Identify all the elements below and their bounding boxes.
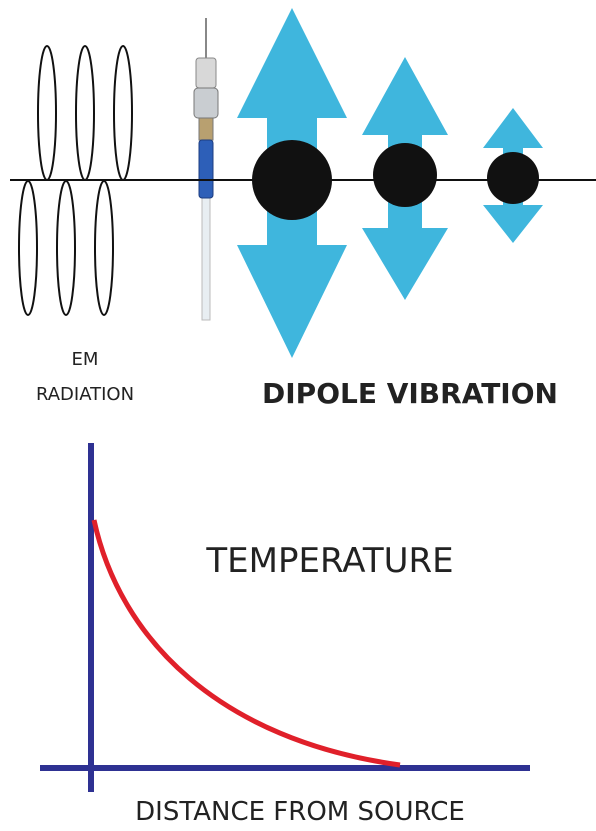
dipole-label: DIPOLE VIBRATION xyxy=(262,377,558,410)
x-label: DISTANCE FROM SOURCE xyxy=(135,797,465,827)
temperature-curve xyxy=(91,519,401,768)
y-label: TEMPERATURE xyxy=(205,541,453,581)
dipoles xyxy=(252,140,539,220)
em-label: EM xyxy=(72,349,99,370)
needle xyxy=(193,18,219,321)
em-label: RADIATION xyxy=(36,384,134,405)
